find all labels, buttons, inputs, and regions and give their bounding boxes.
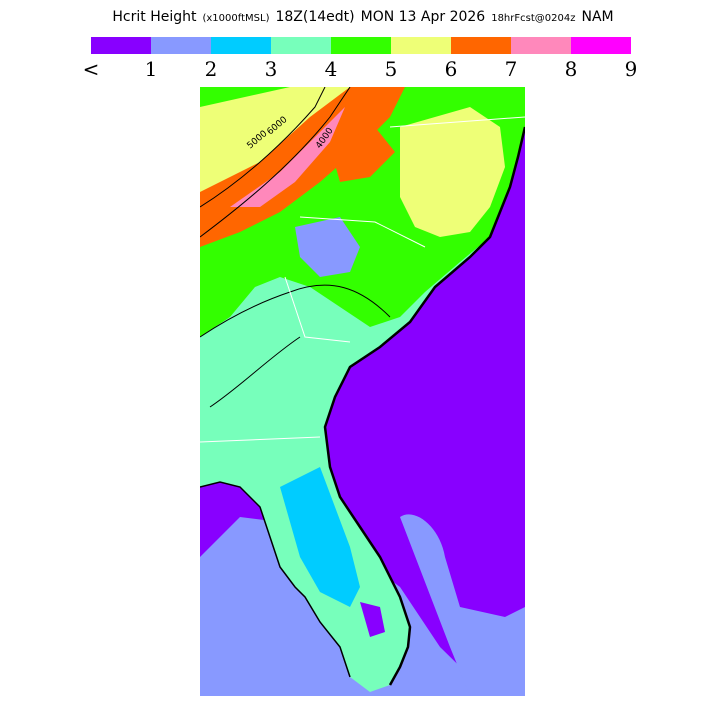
band-5-6-east <box>400 107 505 237</box>
florida-lobe <box>280 467 360 607</box>
atlantic-coastline <box>323 126 525 686</box>
legend-tick-label: 8 <box>564 57 578 81</box>
legend-swatch <box>331 37 391 54</box>
legend-swatch <box>391 37 451 54</box>
legend-swatch <box>511 37 571 54</box>
legend-tick-label: 4 <box>324 57 338 81</box>
legend-tick-label: 9 <box>624 57 638 81</box>
state-border <box>389 116 525 128</box>
band-7-8 <box>230 107 345 207</box>
band-6-7-east <box>330 127 395 182</box>
title-field: Hcrit Height <box>112 9 197 25</box>
title-forecast: 18hrFcst@0204z <box>491 13 576 24</box>
legend-swatch <box>151 37 211 54</box>
state-border <box>284 276 351 343</box>
legend-swatch <box>451 37 511 54</box>
legend-tick-label: 7 <box>504 57 518 81</box>
legend-tick-label: 5 <box>384 57 398 81</box>
legend-swatch <box>271 37 331 54</box>
legend-swatch <box>571 37 631 54</box>
gulf-coastline <box>200 481 351 678</box>
legend-tick-label: 3 <box>264 57 278 81</box>
atlantic-shelf-zone <box>400 514 525 696</box>
legend-tick-label: 6 <box>444 57 458 81</box>
hcrit-height-map: 6000 5000 4000 <box>200 87 525 696</box>
state-border <box>200 436 321 443</box>
title-valid-time: 18Z(14edt) <box>275 9 355 25</box>
title-model: NAM <box>581 9 614 25</box>
legend-swatch <box>91 37 151 54</box>
title-date: MON 13 Apr 2026 <box>360 9 486 25</box>
contour-line <box>200 87 351 238</box>
contour-line <box>200 87 326 208</box>
contour-line <box>209 336 301 408</box>
title-units: (x1000ftMSL) <box>202 13 270 24</box>
map-title: Hcrit Height (x1000ftMSL) 18Z(14edt) MON 13… <box>0 9 726 25</box>
legend-tick-label: 1 <box>144 57 158 81</box>
legend-swatch <box>211 37 271 54</box>
lake-okeechobee <box>360 602 385 637</box>
legend-tick-label: 2 <box>204 57 218 81</box>
color-legend-bar <box>91 37 631 54</box>
legend-tick-label: < <box>82 57 100 81</box>
state-border <box>299 216 426 248</box>
interior-low-lobe <box>295 217 360 277</box>
